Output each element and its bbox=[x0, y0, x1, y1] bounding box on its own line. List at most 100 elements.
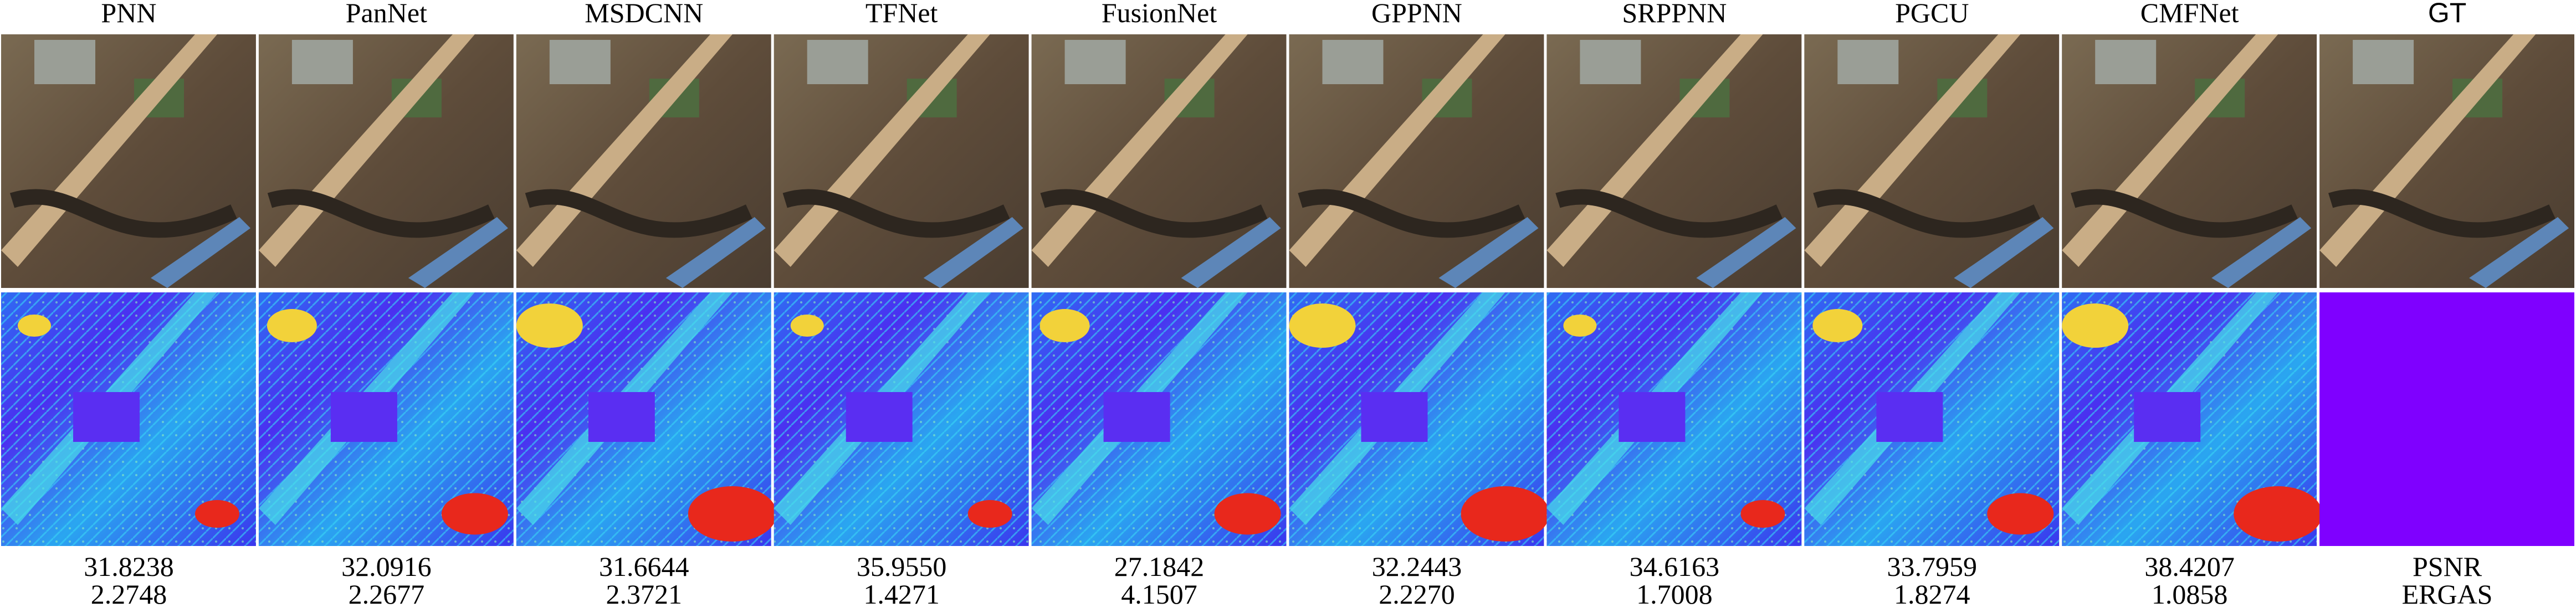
map-block bbox=[73, 392, 140, 442]
map-block bbox=[1619, 392, 1686, 442]
map-hot bbox=[2234, 486, 2323, 542]
image-roof bbox=[1696, 217, 1796, 288]
method-title: PNN bbox=[101, 0, 156, 28]
map-hot bbox=[1740, 500, 1785, 528]
ergas-value: 1.4271 bbox=[863, 579, 940, 610]
image-road bbox=[2319, 34, 2536, 267]
image-road bbox=[774, 34, 990, 267]
map-hot bbox=[688, 486, 777, 542]
ergas-value: 2.2270 bbox=[1379, 579, 1455, 610]
map-block bbox=[1876, 392, 1943, 442]
ergas-value: 4.1507 bbox=[1121, 579, 1197, 610]
psnr-value: 31.6644 bbox=[599, 551, 689, 582]
satellite-image bbox=[1, 34, 256, 288]
map-warm bbox=[1812, 309, 1863, 342]
image-buildings bbox=[1322, 40, 1384, 84]
image-roof bbox=[2469, 217, 2569, 288]
image-river bbox=[1040, 189, 1268, 238]
image-road bbox=[258, 34, 475, 267]
psnr-value: 27.1842 bbox=[1114, 551, 1205, 582]
psnr-value: 32.2443 bbox=[1372, 551, 1462, 582]
image-roof bbox=[1181, 217, 1281, 288]
satellite-image bbox=[1546, 34, 1802, 288]
error-map bbox=[516, 292, 777, 546]
map-block bbox=[330, 392, 397, 442]
image-road bbox=[516, 34, 733, 267]
image-buildings bbox=[807, 40, 868, 84]
psnr-value: 35.9550 bbox=[857, 551, 947, 582]
image-road bbox=[1031, 34, 1248, 267]
satellite-image bbox=[1289, 34, 1544, 288]
method-title: CMFNet bbox=[2140, 0, 2239, 28]
map-warm bbox=[516, 303, 583, 348]
method-title: MSDCNN bbox=[585, 0, 703, 28]
image-buildings bbox=[2353, 40, 2414, 84]
ergas-value: 2.2748 bbox=[91, 579, 167, 610]
image-buildings bbox=[1064, 40, 1126, 84]
map-warm bbox=[267, 309, 317, 342]
map-warm bbox=[790, 315, 824, 337]
image-roof bbox=[408, 217, 508, 288]
satellite-image bbox=[1804, 34, 2060, 288]
gt-error-map bbox=[2319, 292, 2574, 546]
satellite-image bbox=[2319, 34, 2574, 288]
method-title: PanNet bbox=[346, 0, 427, 28]
map-hot bbox=[967, 500, 1012, 528]
ergas-value: 2.2677 bbox=[349, 579, 425, 610]
satellite-image bbox=[258, 34, 514, 288]
map-block bbox=[2134, 392, 2201, 442]
psnr-value: 31.8238 bbox=[84, 551, 174, 582]
error-map bbox=[774, 292, 1029, 546]
image-buildings bbox=[1837, 40, 1899, 84]
image-road bbox=[1289, 34, 1505, 267]
map-warm bbox=[2062, 303, 2129, 348]
image-buildings bbox=[34, 40, 95, 84]
image-river bbox=[9, 189, 237, 238]
method-title: SRPPNN bbox=[1622, 0, 1727, 28]
map-block bbox=[1103, 392, 1170, 442]
image-roof bbox=[1954, 217, 2054, 288]
map-hot bbox=[1987, 493, 2054, 535]
map-hot bbox=[195, 500, 239, 528]
image-road bbox=[1546, 34, 1763, 267]
image-roof bbox=[151, 217, 250, 288]
satellite-image bbox=[774, 34, 1029, 288]
ergas-value: 1.0858 bbox=[2152, 579, 2228, 610]
image-buildings bbox=[549, 40, 611, 84]
method-title: GPPNN bbox=[1371, 0, 1462, 28]
image-river bbox=[525, 189, 752, 238]
map-block bbox=[846, 392, 913, 442]
image-river bbox=[1555, 189, 1783, 238]
psnr-value: 33.7959 bbox=[1887, 551, 1978, 582]
map-hot bbox=[1214, 493, 1281, 535]
image-river bbox=[1813, 189, 2041, 238]
ergas-value: 1.7008 bbox=[1636, 579, 1713, 610]
metric-label: ERGAS bbox=[2402, 579, 2493, 610]
satellite-image bbox=[1031, 34, 1287, 288]
metric-label: PSNR bbox=[2413, 551, 2482, 582]
error-map bbox=[1, 292, 256, 546]
image-roof bbox=[665, 217, 766, 288]
image-river bbox=[2328, 189, 2555, 238]
satellite-image bbox=[2062, 34, 2317, 288]
satellite-image bbox=[516, 34, 771, 288]
image-road bbox=[1, 34, 217, 267]
map-block bbox=[588, 392, 655, 442]
map-hot bbox=[1461, 486, 1550, 542]
error-map bbox=[258, 292, 514, 546]
map-hot bbox=[441, 493, 508, 535]
psnr-value: 38.4207 bbox=[2144, 551, 2235, 582]
map-warm bbox=[18, 315, 51, 337]
image-roof bbox=[923, 217, 1023, 288]
image-buildings bbox=[1580, 40, 1641, 84]
image-road bbox=[1804, 34, 2021, 267]
psnr-value: 34.6163 bbox=[1630, 551, 1720, 582]
ergas-value: 1.8274 bbox=[1894, 579, 1970, 610]
image-buildings bbox=[2095, 40, 2157, 84]
error-map bbox=[1031, 292, 1287, 546]
ergas-value: 2.3721 bbox=[606, 579, 683, 610]
error-map bbox=[1546, 292, 1802, 546]
image-river bbox=[782, 189, 1010, 238]
